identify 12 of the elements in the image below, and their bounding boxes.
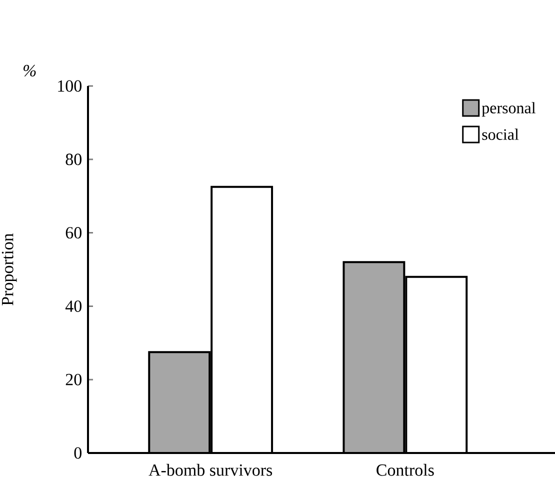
y-tick-label: 40: [65, 300, 82, 312]
x-tick-label: A-bomb survivors: [148, 464, 272, 476]
y-axis-title: Proportion: [2, 233, 17, 306]
text: %: [24, 64, 36, 76]
y-tick-label: 60: [66, 227, 82, 239]
y-tick-label: 100: [58, 80, 82, 92]
legend-label: personal: [482, 102, 536, 117]
y-tick-label: 0: [74, 447, 82, 459]
x-tick-label: Controls: [376, 464, 434, 476]
legend-label: social: [482, 128, 519, 140]
y-tick-label: 20: [66, 374, 82, 386]
y-tick-label: 80: [66, 154, 82, 166]
